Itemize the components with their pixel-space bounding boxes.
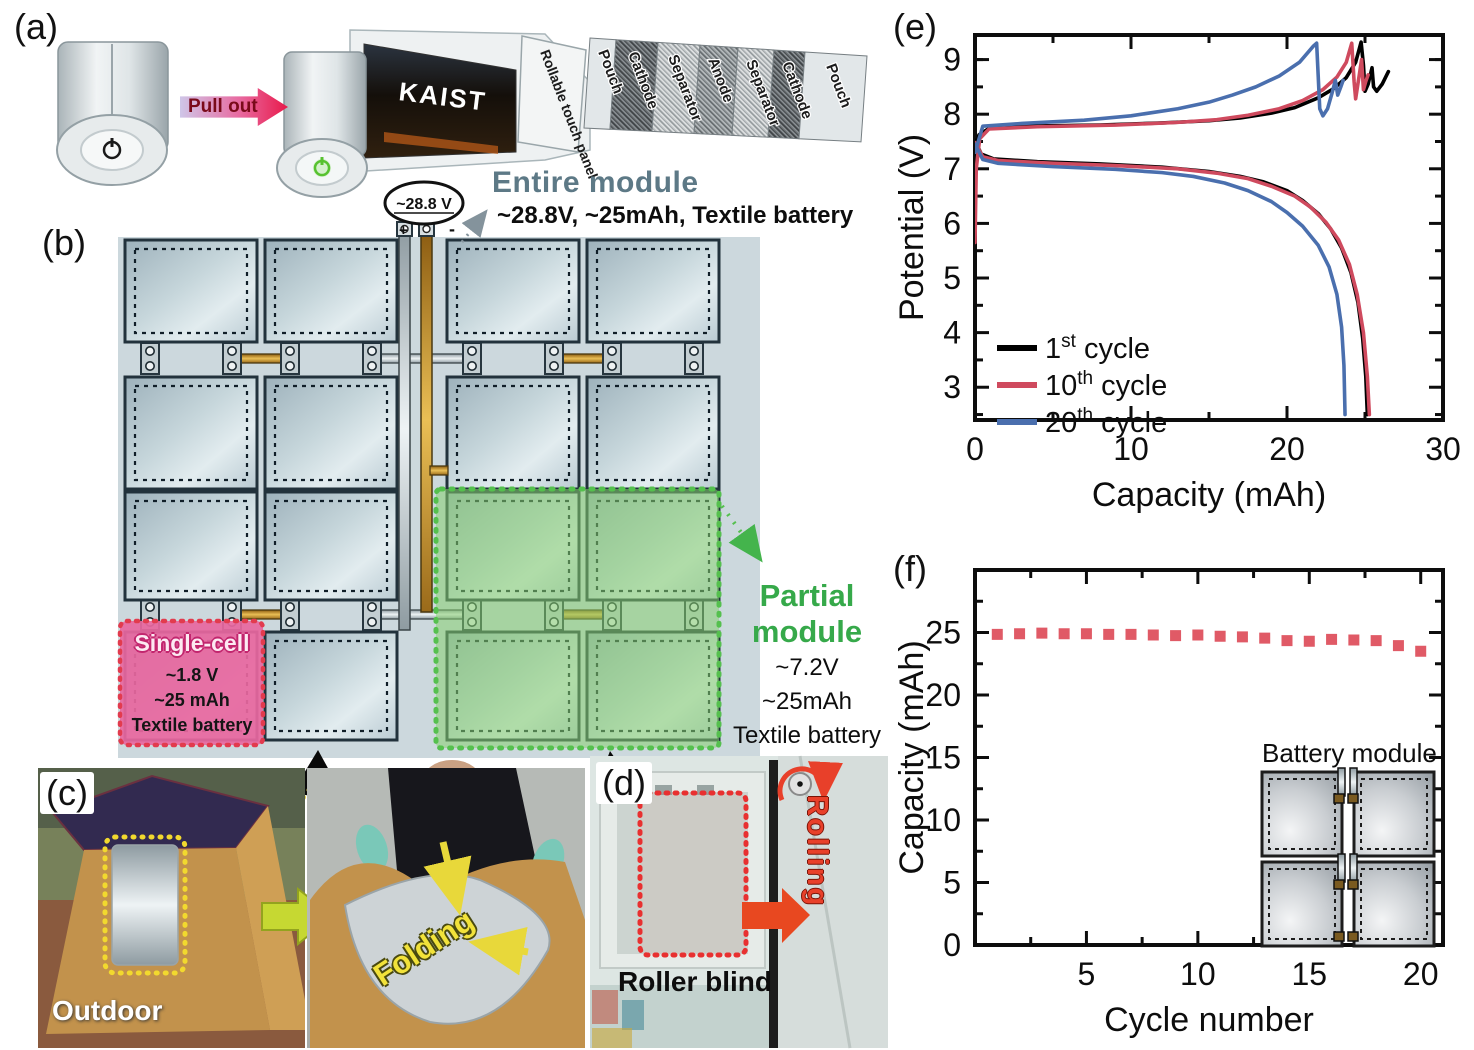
svg-text:5: 5 xyxy=(943,865,961,901)
svg-text:0: 0 xyxy=(943,927,961,963)
voltmeter-reading: ~28.8 V xyxy=(396,196,452,213)
data-point xyxy=(1236,631,1248,643)
svg-text:5: 5 xyxy=(1078,956,1096,992)
data-point xyxy=(1103,628,1115,640)
panel-c-graphic xyxy=(38,760,585,1048)
tent-battery-outline xyxy=(102,834,188,976)
legend-entry: 10th cycle xyxy=(1045,368,1167,402)
rolling-arrow xyxy=(777,761,843,802)
partial-module-arrow xyxy=(720,504,763,563)
svg-text:25: 25 xyxy=(925,615,961,651)
partial-module-capacity: ~25mAh xyxy=(761,688,853,715)
battery-module-inset-label: Battery module xyxy=(1262,738,1437,768)
svg-text:15: 15 xyxy=(925,740,961,776)
panel-a-label: (a) xyxy=(14,6,58,47)
legend-entry: 1st cycle xyxy=(1045,331,1150,365)
panel-f-label: (f) xyxy=(893,548,927,589)
data-point xyxy=(1147,629,1159,641)
svg-text:10: 10 xyxy=(925,802,961,838)
chart-f-ylabel: Capacity (mAh) xyxy=(893,640,931,874)
panel-c-label: (c) xyxy=(40,772,94,814)
partial-module-title-2: module xyxy=(751,614,863,649)
svg-text:0: 0 xyxy=(966,431,984,467)
data-point xyxy=(1192,629,1204,641)
data-point xyxy=(1415,645,1427,657)
entire-module-arrow xyxy=(460,209,488,243)
data-point xyxy=(1303,635,1315,647)
svg-text:4: 4 xyxy=(943,315,961,351)
legend-entry: 20th cycle xyxy=(1045,405,1167,439)
terminal-minus: - xyxy=(449,219,455,239)
pull-out-label: Pull out xyxy=(188,96,258,117)
data-point xyxy=(1370,635,1382,647)
single-cell-title: Single-cell xyxy=(134,630,250,656)
svg-text:10: 10 xyxy=(1113,431,1149,467)
data-point xyxy=(1259,632,1271,644)
data-point xyxy=(1170,630,1182,642)
single-cell-type: Textile battery xyxy=(131,715,253,735)
entire-module-specs: ~28.8V, ~25mAh, Textile battery xyxy=(497,202,854,229)
partial-module-title-1: Partial xyxy=(759,578,855,613)
series-10th-cycle-charge xyxy=(975,41,1370,245)
partial-module-callout: Partial module ~7.2V ~25mAh Textile batt… xyxy=(722,578,892,750)
svg-text:9: 9 xyxy=(943,42,961,78)
chart-f: 5 10 15 20 0 5 10 15 20 25 Cycle number Capacity (m… xyxy=(893,568,1445,1039)
panel-d-label: (d) xyxy=(596,762,652,804)
partial-module-voltage: ~7.2V xyxy=(775,654,839,681)
svg-text:8: 8 xyxy=(943,96,961,132)
roller-blind-caption: Roller blind xyxy=(618,966,772,997)
svg-text:3: 3 xyxy=(943,369,961,405)
rolling-step-arrow xyxy=(742,888,810,943)
svg-text:20: 20 xyxy=(1269,431,1305,467)
data-point xyxy=(991,628,1003,640)
series-10th-cycle-discharge xyxy=(975,140,1372,417)
battery-module-inset xyxy=(1260,767,1436,948)
svg-text:10: 10 xyxy=(1180,956,1216,992)
rolling-caption: Rolling xyxy=(801,795,833,908)
partial-module-outline xyxy=(433,486,722,751)
series-20th-cycle-charge xyxy=(975,41,1345,155)
panel-b-label: (b) xyxy=(42,222,86,263)
data-point xyxy=(1058,628,1070,640)
data-point xyxy=(1036,627,1048,639)
partial-module-type: Textile battery xyxy=(732,722,882,749)
chart-e-xlabel: Capacity (mAh) xyxy=(1092,476,1326,514)
data-point xyxy=(1348,634,1360,646)
svg-text:20: 20 xyxy=(925,677,961,713)
svg-text:15: 15 xyxy=(1291,956,1327,992)
svg-text:6: 6 xyxy=(943,205,961,241)
panel-e-label: (e) xyxy=(893,6,937,47)
entire-module-title: Entire module xyxy=(492,166,699,199)
data-point xyxy=(1392,640,1404,652)
data-point xyxy=(1214,630,1226,642)
panel-b-graphic: ~28.8 V + - xyxy=(117,180,763,865)
svg-text:20: 20 xyxy=(1403,956,1439,992)
data-point xyxy=(1326,633,1338,645)
svg-text:30: 30 xyxy=(1425,431,1461,467)
data-point xyxy=(1125,628,1137,640)
terminal-plus: + xyxy=(399,222,408,239)
data-point xyxy=(1080,628,1092,640)
svg-text:7: 7 xyxy=(943,151,961,187)
chart-f-xlabel: Cycle number xyxy=(1104,1001,1314,1039)
outdoor-caption: Outdoor xyxy=(52,995,163,1026)
single-cell-capacity: ~25 mAh xyxy=(154,690,230,710)
single-cell-voltage: ~1.8 V xyxy=(165,665,219,685)
chart-e: 0 10 20 30 3 4 5 6 7 8 9 Capacity (mAh) Potential (V… xyxy=(893,33,1461,514)
chart-e-ylabel: Potential (V) xyxy=(893,134,931,321)
svg-text:5: 5 xyxy=(943,260,961,296)
single-cell-callout: Single-cell ~1.8 V ~25 mAh Textile batte… xyxy=(119,630,265,736)
series-20th-cycle-discharge xyxy=(975,142,1347,417)
blind-battery-outline xyxy=(637,790,749,958)
data-point xyxy=(1014,628,1026,640)
data-point xyxy=(1281,635,1293,647)
single-cell-outline xyxy=(117,618,266,748)
panel-d-graphic xyxy=(590,755,888,1049)
